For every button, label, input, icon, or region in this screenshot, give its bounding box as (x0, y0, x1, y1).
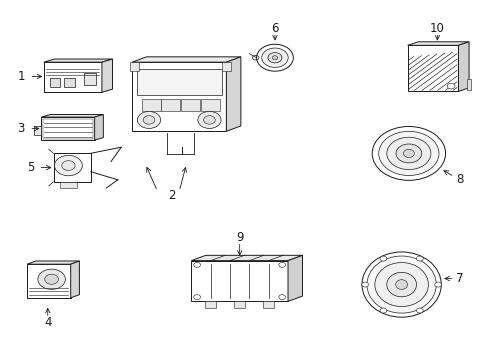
Circle shape (434, 282, 441, 287)
Text: 10: 10 (429, 22, 444, 35)
Bar (27, 264, 71, 298)
Polygon shape (287, 255, 302, 301)
Text: 1: 1 (18, 70, 25, 83)
Ellipse shape (361, 252, 440, 317)
Circle shape (272, 56, 277, 60)
Circle shape (278, 295, 285, 300)
Bar (132, 62, 226, 131)
Bar (201, 99, 219, 111)
Polygon shape (95, 114, 103, 140)
Bar (34, 126, 41, 135)
Circle shape (137, 111, 160, 129)
Bar (204, 301, 216, 308)
Text: 3: 3 (18, 122, 25, 135)
Polygon shape (457, 42, 468, 91)
Circle shape (193, 262, 200, 267)
Circle shape (379, 256, 386, 261)
Polygon shape (407, 42, 468, 45)
Bar (161, 99, 180, 111)
Ellipse shape (366, 256, 435, 313)
Circle shape (371, 126, 445, 180)
Ellipse shape (386, 272, 416, 297)
Ellipse shape (374, 262, 427, 307)
Text: 6: 6 (271, 22, 278, 35)
Bar (191, 261, 287, 301)
Circle shape (447, 83, 454, 89)
Circle shape (403, 149, 413, 157)
Circle shape (61, 161, 75, 170)
Bar (43, 118, 93, 139)
Text: 2: 2 (168, 189, 175, 202)
Bar (466, 79, 470, 90)
Polygon shape (226, 57, 241, 131)
Circle shape (416, 256, 423, 261)
Polygon shape (71, 261, 79, 298)
Bar (64, 78, 75, 87)
Text: 4: 4 (44, 316, 51, 329)
Polygon shape (102, 59, 112, 92)
Polygon shape (27, 261, 79, 264)
Bar (263, 301, 274, 308)
Bar (129, 62, 139, 71)
Polygon shape (41, 114, 103, 117)
Circle shape (395, 144, 421, 163)
Circle shape (379, 308, 386, 313)
Bar (53, 153, 91, 182)
Bar (83, 73, 95, 85)
Bar (60, 182, 77, 188)
Circle shape (267, 53, 282, 63)
Bar (142, 99, 160, 111)
Bar (44, 62, 102, 92)
Text: 9: 9 (235, 231, 243, 244)
Circle shape (203, 116, 215, 124)
Ellipse shape (395, 280, 407, 289)
Circle shape (261, 48, 287, 67)
Circle shape (256, 44, 293, 71)
Circle shape (198, 111, 221, 129)
Circle shape (55, 156, 82, 176)
Bar (407, 45, 457, 91)
Bar (41, 117, 95, 140)
Circle shape (44, 274, 59, 284)
Bar (181, 99, 200, 111)
Text: 5: 5 (27, 161, 35, 174)
Circle shape (38, 269, 65, 289)
Circle shape (193, 295, 200, 300)
Polygon shape (44, 59, 112, 62)
Text: 7: 7 (455, 272, 463, 285)
Circle shape (143, 116, 155, 124)
Circle shape (378, 131, 438, 176)
Circle shape (278, 262, 285, 267)
Text: 8: 8 (455, 173, 462, 186)
Circle shape (361, 282, 368, 287)
Polygon shape (132, 57, 241, 62)
Bar (233, 301, 245, 308)
Bar (221, 62, 231, 71)
Bar (50, 78, 60, 87)
Polygon shape (191, 255, 302, 261)
Circle shape (386, 137, 430, 170)
Bar (137, 69, 221, 95)
Circle shape (416, 308, 423, 313)
